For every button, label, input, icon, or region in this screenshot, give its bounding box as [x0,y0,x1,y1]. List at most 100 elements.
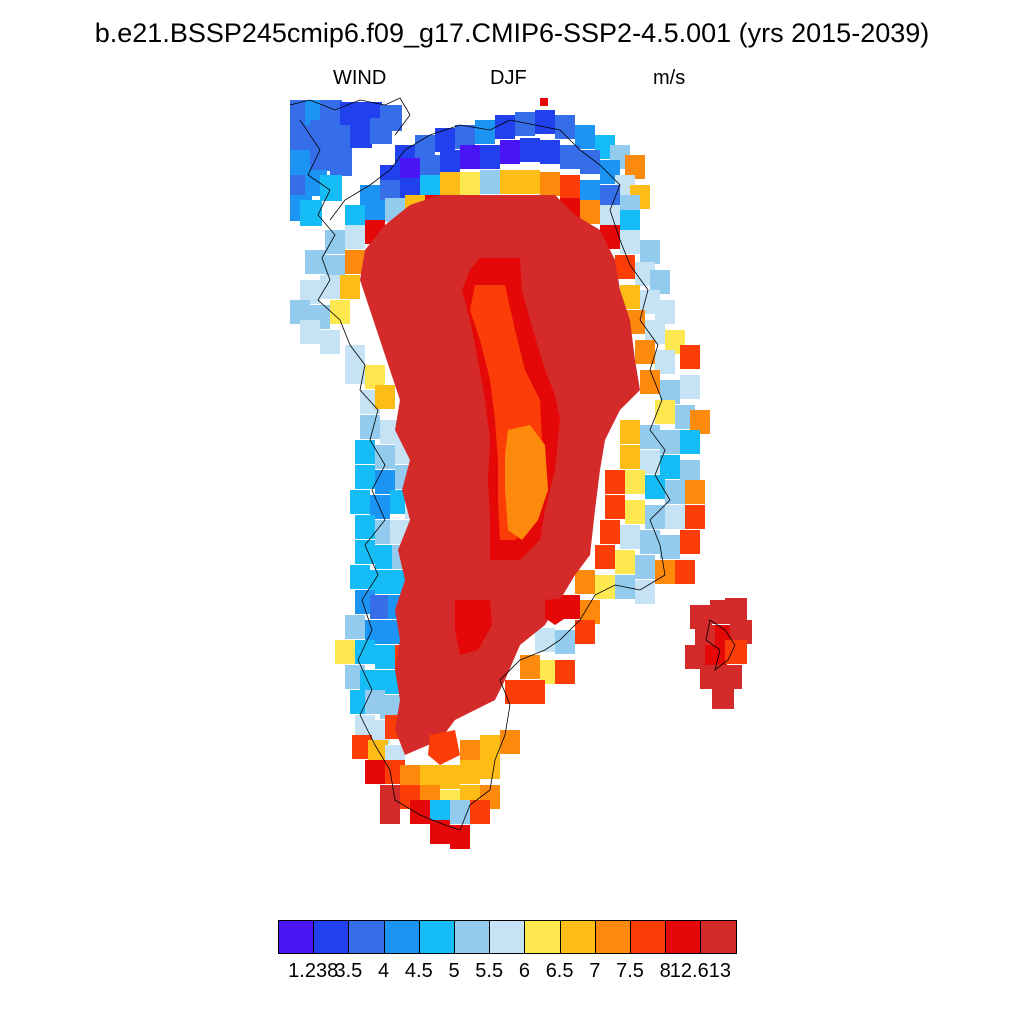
map-cell [660,430,680,454]
map-cell [330,150,352,176]
map-cell [675,560,695,584]
map-cell [345,250,365,274]
map-cell [370,595,390,619]
map-cell [635,580,655,604]
map-cell [725,598,747,622]
map-cell [695,625,717,649]
map-cell [520,655,540,679]
map-cell [320,330,340,354]
map-cell [615,550,635,574]
map-cell [310,120,332,146]
map-cell [455,125,475,149]
map-region [505,425,548,540]
map-cell [680,460,700,484]
map-cell [660,535,680,559]
map-cell [355,540,375,564]
colorbar-swatch [666,921,702,953]
map-cell [580,200,600,224]
map-cell [520,170,540,194]
colorbar-swatch [525,921,561,953]
map-cell [360,670,380,694]
map-cell [480,755,500,779]
map-cell [685,480,705,504]
map-cell [345,360,365,384]
map-cell [680,530,700,554]
map-cell [655,400,675,424]
map-cell [375,545,395,569]
map-cell [605,470,625,494]
map-cells [290,98,752,849]
map-cell [600,205,620,229]
map-cell [355,515,375,539]
map-cell [330,300,350,324]
map-cell [375,645,395,669]
map-cell [580,150,600,174]
map-cell [605,495,625,519]
map-cell [475,120,495,144]
map-cell [325,230,345,254]
map-cell [600,520,620,544]
map-cell [380,800,400,824]
colorbar-swatch [701,921,737,953]
map-cell [595,575,615,599]
map-cell [380,695,400,719]
map-cell [430,800,450,824]
map-cell [410,800,430,824]
map-cell [355,640,375,664]
map-cell [580,600,600,624]
variable-label: WIND [333,67,387,89]
map-cell [635,340,655,364]
map-cell [625,500,645,524]
map-cell [720,665,742,689]
map-cell [300,200,322,226]
map-cell [400,158,420,182]
map-region [428,730,460,765]
map-cell [430,820,450,844]
map-cell [685,645,707,669]
map-cell [535,110,555,134]
map-cell [380,670,400,694]
map-cell [310,145,332,171]
map-region [545,598,570,625]
colorbar-tick-label: 7 [589,960,601,982]
colorbar-tick-label: 12.613 [669,960,731,982]
colorbar-tick-label: 7.5 [616,960,644,982]
coastline [289,97,736,831]
map-cell [320,275,340,299]
colorbar-swatch [560,921,596,953]
map-cell [460,172,480,196]
map-cell [460,760,480,784]
map-cell [620,420,640,444]
map-cell [620,285,640,309]
map-cell [290,300,310,324]
map-cell [625,155,645,179]
colorbar-swatch [349,921,385,953]
colorbar [278,920,738,954]
map-cell [440,172,460,196]
map-cell [340,275,360,299]
map-cell [340,102,362,128]
map-cell [500,730,520,754]
colorbar-swatch [384,921,420,953]
map-cell [375,385,395,409]
map-cell [420,155,440,179]
map-cell [375,470,395,494]
map-cell [615,255,635,279]
colorbar-tick-label: 4 [378,960,390,982]
colorbar-tick-label: 1.238 [288,960,339,982]
map-cell [515,112,535,136]
colorbar-swatch [595,921,631,953]
colorbar-swatch [279,921,315,953]
map-cell [500,140,520,164]
map-cell [350,490,370,514]
map-cell [640,530,660,554]
map-cell [640,425,660,449]
map-cell [365,760,385,784]
map-cell [350,122,372,148]
map-cell [440,150,460,174]
map-cell [495,115,515,139]
map-cell [365,620,385,644]
map-cell [660,380,680,404]
map-cell [320,175,342,201]
